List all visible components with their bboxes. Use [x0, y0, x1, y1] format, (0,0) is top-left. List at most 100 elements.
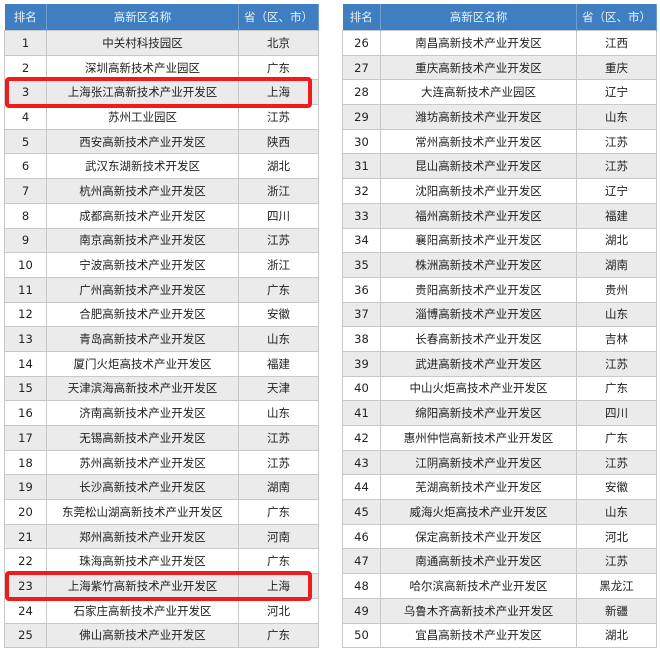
header-province: 省（区、市）	[576, 4, 657, 31]
cell-province: 湖北	[576, 227, 657, 254]
cell-rank: 36	[342, 276, 381, 303]
cell-name: 长春高新技术产业开发区	[380, 326, 577, 352]
cell-province: 江苏	[576, 128, 657, 155]
header-row: 排名 高新区名称 省（区、市）	[342, 4, 657, 31]
cell-name: 成都高新技术产业开发区	[46, 202, 239, 229]
cell-name: 大连高新技术产业园区	[380, 79, 577, 106]
cell-rank: 18	[4, 449, 47, 476]
cell-rank: 27	[342, 54, 381, 81]
cell-name: 淄博高新技术产业开发区	[380, 301, 577, 328]
table-row: 5 西安高新技术产业开发区 陕西	[4, 128, 319, 155]
cell-rank: 42	[342, 425, 381, 451]
cell-rank: 49	[342, 597, 381, 624]
cell-rank: 48	[342, 573, 381, 599]
table-row: 27 重庆高新技术产业开发区 重庆	[342, 54, 657, 81]
cell-rank: 10	[4, 252, 47, 278]
cell-province: 安徽	[576, 474, 657, 501]
cell-rank: 31	[342, 153, 381, 180]
cell-rank: 39	[342, 350, 381, 377]
table-row: 13 青岛高新技术产业开发区 山东	[4, 326, 319, 352]
table-row: 22 珠海高新技术产业开发区 广东	[4, 548, 319, 575]
cell-rank: 43	[342, 449, 381, 476]
cell-province: 湖南	[238, 474, 319, 501]
cell-name: 福州高新技术产业开发区	[380, 202, 577, 229]
cell-province: 江苏	[576, 350, 657, 377]
cell-name: 株洲高新技术产业开发区	[380, 252, 577, 278]
cell-name: 石家庄高新技术产业开发区	[46, 597, 239, 624]
cell-rank: 6	[4, 153, 47, 180]
cell-name: 佛山高新技术产业开发区	[46, 622, 239, 648]
cell-name: 保定高新技术产业开发区	[380, 523, 577, 550]
cell-rank: 9	[4, 227, 47, 254]
cell-name: 武进高新技术产业开发区	[380, 350, 577, 377]
table-row: 48 哈尔滨高新技术产业开发区 黑龙江	[342, 573, 657, 599]
cell-rank: 23	[4, 573, 47, 599]
cell-name: 常州高新技术产业开发区	[380, 128, 577, 155]
header-row: 排名 高新区名称 省（区、市）	[4, 4, 319, 31]
cell-province: 江苏	[576, 153, 657, 180]
cell-province: 江苏	[576, 449, 657, 476]
cell-name: 哈尔滨高新技术产业开发区	[380, 573, 577, 599]
cell-name: 昆山高新技术产业开发区	[380, 153, 577, 180]
table-row: 40 中山火炬高技术产业开发区 广东	[342, 375, 657, 402]
cell-province: 广东	[238, 276, 319, 303]
cell-name: 贵阳高新技术产业开发区	[380, 276, 577, 303]
table-row: 21 郑州高新技术产业开发区 河南	[4, 523, 319, 550]
cell-name: 郑州高新技术产业开发区	[46, 523, 239, 550]
header-rank: 排名	[342, 4, 381, 31]
cell-name: 东莞松山湖高新技术产业开发区	[46, 499, 239, 525]
cell-name: 苏州高新技术产业开发区	[46, 449, 239, 476]
cell-province: 河北	[238, 597, 319, 624]
cell-province: 浙江	[238, 178, 319, 204]
cell-name: 广州高新技术产业开发区	[46, 276, 239, 303]
table-row: 47 南通高新技术产业开发区 江苏	[342, 548, 657, 575]
cell-rank: 17	[4, 425, 47, 451]
cell-rank: 38	[342, 326, 381, 352]
cell-province: 辽宁	[576, 178, 657, 204]
cell-name: 中关村科技园区	[46, 30, 239, 56]
cell-rank: 34	[342, 227, 381, 254]
cell-province: 河北	[576, 523, 657, 550]
cell-rank: 44	[342, 474, 381, 501]
cell-province: 四川	[238, 202, 319, 229]
cell-province: 上海	[238, 573, 319, 599]
cell-province: 江苏	[238, 227, 319, 254]
cell-rank: 4	[4, 104, 47, 130]
table-row: 49 乌鲁木齐高新技术产业开发区 新疆	[342, 597, 657, 624]
cell-rank: 8	[4, 202, 47, 229]
table-row: 39 武进高新技术产业开发区 江苏	[342, 350, 657, 377]
cell-rank: 45	[342, 499, 381, 525]
cell-rank: 24	[4, 597, 47, 624]
cell-name: 南通高新技术产业开发区	[380, 548, 577, 575]
cell-province: 吉林	[576, 326, 657, 352]
cell-rank: 26	[342, 30, 381, 56]
cell-name: 中山火炬高技术产业开发区	[380, 375, 577, 402]
cell-name: 西安高新技术产业开发区	[46, 128, 239, 155]
cell-rank: 40	[342, 375, 381, 402]
cell-province: 广东	[576, 425, 657, 451]
table-row: 44 芜湖高新技术产业开发区 安徽	[342, 474, 657, 501]
table-row: 6 武汉东湖新技术开发区 湖北	[4, 153, 319, 180]
cell-province: 湖北	[576, 622, 657, 648]
cell-province: 广东	[576, 375, 657, 402]
table-row: 16 济南高新技术产业开发区 山东	[4, 400, 319, 426]
cell-province: 广东	[238, 622, 319, 648]
cell-name: 乌鲁木齐高新技术产业开发区	[380, 597, 577, 624]
cell-province: 陕西	[238, 128, 319, 155]
cell-rank: 20	[4, 499, 47, 525]
table-row: 3 上海张江高新技术产业开发区 上海	[4, 79, 319, 106]
cell-rank: 37	[342, 301, 381, 328]
cell-name: 芜湖高新技术产业开发区	[380, 474, 577, 501]
table-row: 43 江阴高新技术产业开发区 江苏	[342, 449, 657, 476]
cell-province: 河南	[238, 523, 319, 550]
cell-name: 潍坊高新技术产业开发区	[380, 104, 577, 130]
cell-rank: 1	[4, 30, 47, 56]
cell-rank: 25	[4, 622, 47, 648]
cell-province: 山东	[238, 400, 319, 426]
cell-name: 江阴高新技术产业开发区	[380, 449, 577, 476]
table-row: 35 株洲高新技术产业开发区 湖南	[342, 252, 657, 278]
table-row: 17 无锡高新技术产业开发区 江苏	[4, 425, 319, 451]
cell-name: 宜昌高新技术产业开发区	[380, 622, 577, 648]
table-row: 23 上海紫竹高新技术产业开发区 上海	[4, 573, 319, 599]
table-row: 1 中关村科技园区 北京	[4, 30, 319, 56]
